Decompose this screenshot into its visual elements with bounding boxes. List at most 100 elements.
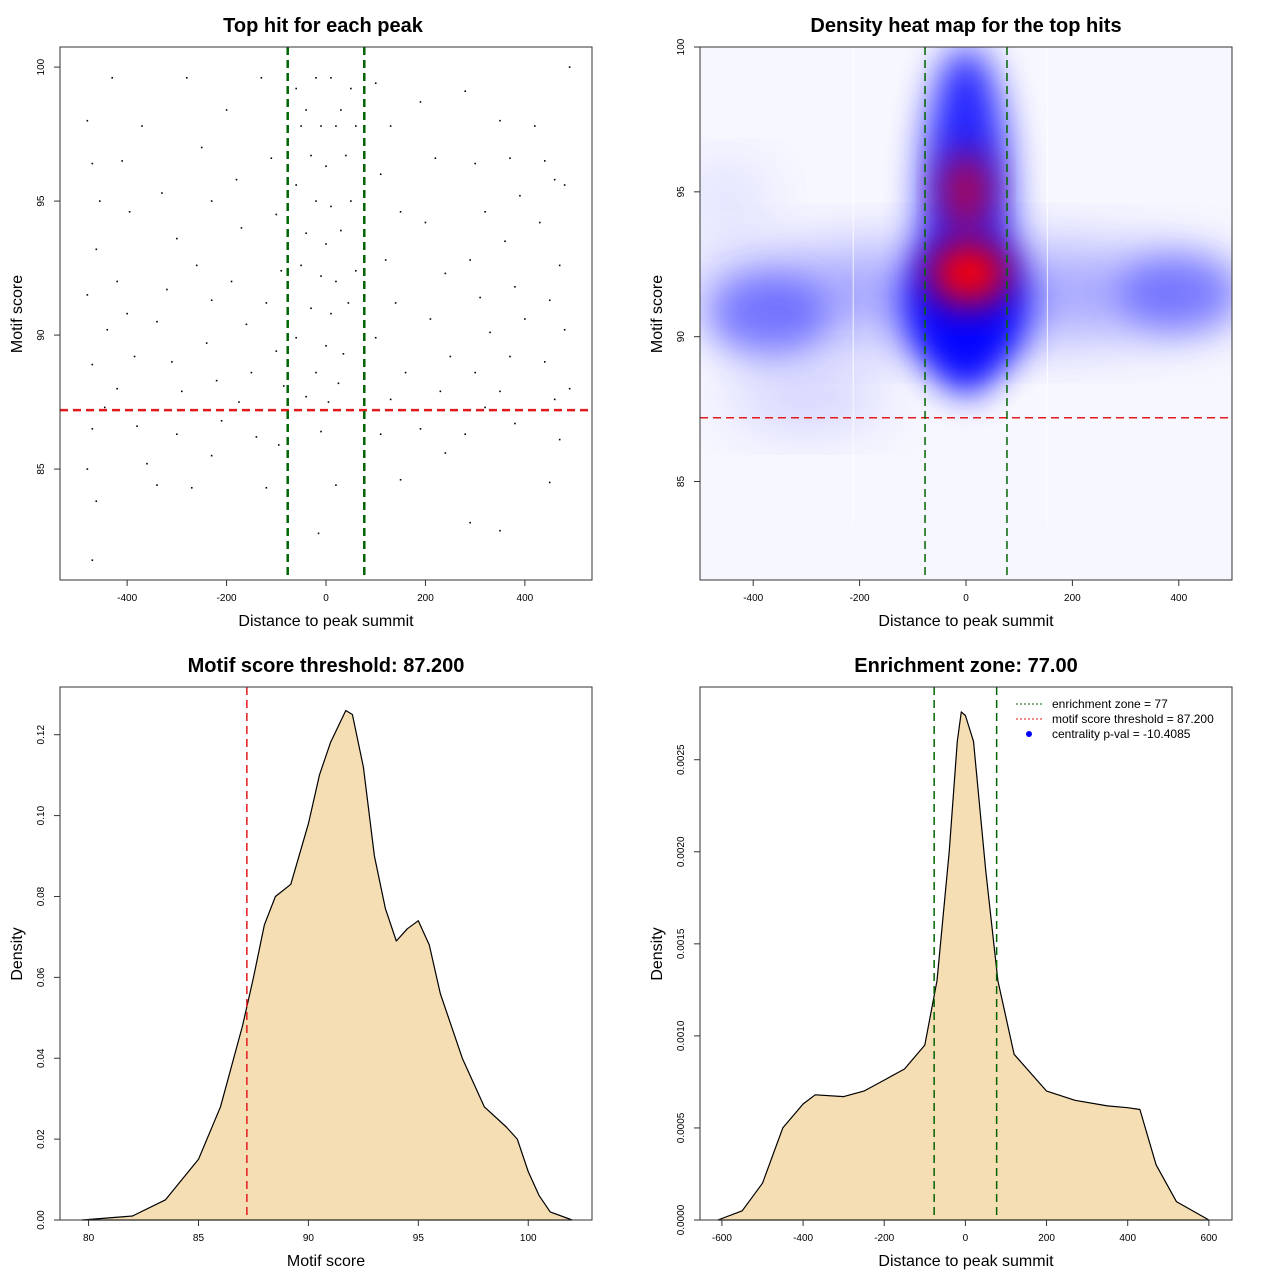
data-point [305, 109, 307, 111]
y-tick-label: 100 [676, 38, 687, 55]
data-point [514, 422, 516, 425]
data-point [419, 101, 422, 103]
data-point [424, 221, 427, 224]
x-tick-label: -200 [850, 593, 870, 604]
x-tick-label: -600 [712, 1233, 732, 1244]
data-point [330, 205, 332, 208]
data-point [245, 323, 248, 326]
data-point [260, 77, 263, 79]
data-point [136, 425, 138, 427]
data-point [95, 500, 98, 503]
data-point [315, 200, 317, 202]
heatmap-region [700, 167, 767, 228]
data-point [469, 259, 471, 261]
chart-title: Enrichment zone: 77.00 [854, 655, 1077, 677]
data-point [116, 280, 118, 283]
data-point [240, 227, 243, 229]
density-curve [81, 709, 573, 1221]
data-point [128, 211, 131, 213]
x-tick-label: 400 [517, 593, 534, 604]
x-tick-label: -400 [117, 593, 137, 604]
data-point [335, 280, 337, 283]
density-curve [717, 711, 1210, 1221]
y-axis-label: Density [9, 927, 26, 980]
data-point [265, 487, 268, 489]
y-tick-label: 0.0020 [676, 836, 687, 867]
data-point [141, 125, 143, 127]
data-point [235, 178, 238, 181]
plot-frame [59, 686, 593, 1221]
data-point [337, 382, 340, 385]
y-tick-label: 0.12 [36, 725, 47, 745]
data-point [210, 200, 213, 202]
data-point [384, 259, 387, 261]
data-point [379, 433, 382, 436]
plot-area: 80 85 90 95 100 0.00 0.02 0.04 0.06 0.08 0.10 0.12 [36, 686, 593, 1244]
y-tick-label: 100 [36, 58, 47, 75]
data-point [265, 302, 268, 304]
data-point [479, 296, 481, 299]
data-point [355, 125, 357, 127]
data-point [568, 387, 571, 390]
x-tick-label: -200 [874, 1233, 894, 1244]
data-point [185, 77, 188, 79]
y-tick-label: 0.08 [36, 886, 47, 906]
plot-area: -400 -200 0 200 400 85 90 95 100 [36, 46, 593, 604]
data-point [340, 229, 342, 232]
y-tick-label: 0.04 [36, 1048, 47, 1068]
x-tick-label: 90 [303, 1233, 315, 1244]
plot-content [60, 47, 592, 580]
data-point [133, 355, 136, 358]
data-point [195, 264, 198, 267]
plot-content [700, 47, 1232, 580]
data-point [568, 66, 571, 68]
data-point [342, 353, 345, 355]
data-point [95, 248, 98, 251]
data-point [161, 192, 163, 194]
data-point [325, 165, 327, 168]
data-point [295, 184, 297, 186]
data-point [255, 436, 258, 438]
heatmap-region [726, 364, 887, 425]
plot-frame [59, 46, 593, 581]
data-point [534, 125, 536, 127]
y-axis-label: Motif score [649, 275, 666, 353]
x-tick-label: 400 [1170, 593, 1187, 604]
data-point [305, 395, 307, 398]
data-point [295, 87, 297, 90]
legend-swatch-pval [1026, 731, 1032, 737]
data-point [121, 160, 123, 162]
data-point [91, 363, 94, 366]
data-point [347, 302, 350, 304]
x-tick-label: 100 [520, 1233, 537, 1244]
data-point [327, 401, 330, 403]
data-point [310, 307, 312, 310]
data-point [315, 77, 317, 79]
data-point [305, 232, 307, 235]
data-point [181, 390, 183, 393]
x-tick-label: 600 [1201, 1233, 1218, 1244]
data-point [474, 371, 476, 374]
data-point [190, 487, 193, 489]
chart-title: Motif score threshold: 87.200 [188, 655, 465, 677]
legend-label: enrichment zone = 77 [1052, 697, 1168, 711]
data-point [176, 433, 178, 436]
data-point [200, 146, 203, 149]
data-point [320, 430, 322, 433]
data-point [330, 312, 332, 315]
data-point [548, 299, 551, 302]
y-tick-label: 0.00 [36, 1210, 47, 1230]
data-point [295, 336, 297, 339]
y-tick-label: 0.10 [36, 805, 47, 825]
data-point [225, 109, 228, 111]
panel-heatmap: Density heat map for the top hits Distan… [649, 15, 1233, 630]
y-tick-label: 0.02 [36, 1129, 47, 1149]
data-point [345, 154, 347, 157]
heatmap-peak-high [941, 151, 991, 232]
data-point [355, 269, 357, 272]
data-point [350, 200, 352, 202]
y-tick-label: 85 [36, 463, 47, 475]
data-point [275, 213, 278, 216]
y-tick-label: 0.0025 [676, 744, 687, 775]
data-point [103, 406, 106, 409]
